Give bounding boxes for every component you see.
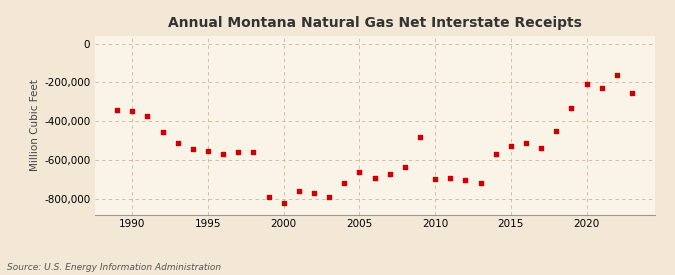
Y-axis label: Million Cubic Feet: Million Cubic Feet (30, 79, 40, 171)
Point (414, 134, 425, 139)
Point (596, 86, 607, 90)
Point (566, 105, 577, 110)
Point (400, 165, 410, 169)
Point (142, 114, 153, 119)
Point (248, 150, 259, 155)
Point (612, 72, 622, 77)
Point (202, 149, 213, 153)
Point (127, 108, 138, 113)
Text: Source: U.S. Energy Information Administration: Source: U.S. Energy Information Administ… (7, 263, 221, 272)
Point (218, 152, 229, 156)
Point (520, 141, 531, 145)
Point (430, 176, 441, 181)
Point (626, 91, 637, 95)
Point (581, 82, 592, 87)
Point (188, 147, 198, 152)
Point (445, 175, 456, 180)
Point (551, 129, 562, 133)
Point (369, 175, 380, 180)
Point (308, 191, 319, 195)
Point (324, 195, 335, 199)
Point (339, 181, 350, 186)
Title: Annual Montana Natural Gas Net Interstate Receipts: Annual Montana Natural Gas Net Interstat… (167, 16, 582, 31)
Point (172, 141, 183, 145)
Point (536, 146, 547, 151)
Point (157, 130, 168, 134)
Point (506, 144, 516, 149)
Point (294, 189, 304, 193)
Point (233, 150, 244, 155)
Point (112, 107, 123, 112)
Point (490, 152, 501, 156)
Point (354, 170, 365, 174)
Point (460, 177, 471, 182)
Point (278, 201, 289, 205)
Point (475, 181, 486, 186)
Point (263, 195, 274, 199)
Point (384, 172, 395, 176)
